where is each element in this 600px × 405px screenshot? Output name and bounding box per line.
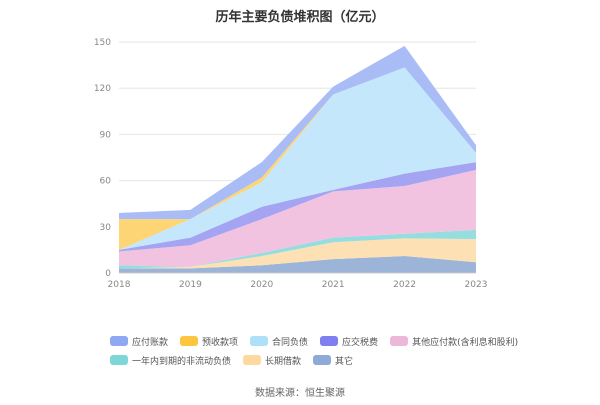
legend-label: 合同负债 (272, 337, 309, 348)
y-tick-label: 60 (100, 177, 112, 187)
area-series-7 (119, 45, 476, 220)
axis-layer: 0 30 60 90 120 150 2018 2019 2020 2021 2022 2023 (94, 38, 488, 290)
legend-label: 应付账款 (132, 337, 169, 348)
area-series-1 (119, 238, 476, 269)
legend-label: 应交税费 (342, 337, 379, 348)
legend-swatch (110, 355, 128, 365)
y-tick-label: 90 (100, 130, 112, 140)
legend-label: 预收款项 (202, 337, 239, 348)
legend-row: 一年内到期的非流动负债 长期借款 其它 (110, 352, 530, 368)
y-tick-label: 120 (94, 84, 111, 94)
legend-item[interactable]: 预收款项 (180, 333, 238, 349)
y-tick-label: 30 (100, 223, 112, 233)
legend-label: 一年内到期的非流动负债 (132, 356, 232, 367)
x-tick-label: 2021 (322, 280, 345, 290)
area-series-4 (119, 162, 476, 252)
legend-label: 其它 (335, 356, 354, 367)
area-series-2 (119, 229, 476, 269)
legend-item[interactable]: 应付账款 (110, 333, 168, 349)
y-tick-label: 150 (94, 38, 111, 48)
legend-swatch (390, 336, 409, 346)
x-tick-label: 2018 (108, 280, 131, 290)
legend-row: 应付账款 预收款项 合同负债 应交税费 其他应付款(含利息和股利) (110, 333, 530, 349)
data-source-note: 数据来源：恒生聚源 (255, 388, 345, 399)
legend-swatch (180, 336, 199, 346)
legend-label: 其他应付款(含利息和股利) (412, 337, 519, 348)
stacked-area-chart: 0 30 60 90 120 150 2018 2019 2020 2021 2022 2023 (94, 38, 488, 290)
x-tick-label: 2023 (465, 280, 488, 290)
legend-item[interactable]: 合同负债 (250, 333, 308, 349)
legend: 应付账款 预收款项 合同负债 应交税费 其他应付款(含利息和股利) 一年内到期的非流动负债… (110, 333, 530, 371)
area-series-3 (119, 169, 476, 267)
legend-item[interactable]: 应交税费 (320, 333, 378, 349)
legend-label: 长期借款 (265, 356, 302, 367)
legend-swatch (320, 336, 339, 346)
legend-item[interactable]: 其他应付款(含利息和股利) (390, 333, 518, 349)
legend-item[interactable]: 其它 (313, 352, 353, 368)
legend-swatch (250, 336, 269, 346)
legend-swatch (110, 336, 128, 346)
legend-item[interactable]: 长期借款 (243, 352, 301, 368)
y-tick-label: 0 (105, 269, 111, 279)
legend-swatch (313, 355, 332, 365)
chart-title: 历年主要负债堆积图（亿元） (215, 10, 385, 25)
x-tick-label: 2020 (250, 280, 273, 290)
area-series-6 (119, 67, 476, 250)
x-tick-label: 2019 (179, 280, 202, 290)
x-tick-label: 2022 (393, 280, 416, 290)
legend-item[interactable]: 一年内到期的非流动负债 (110, 352, 231, 368)
area-series-5 (119, 67, 476, 250)
area-series-0 (119, 256, 476, 273)
area-layer (119, 45, 476, 273)
legend-swatch (243, 355, 262, 365)
